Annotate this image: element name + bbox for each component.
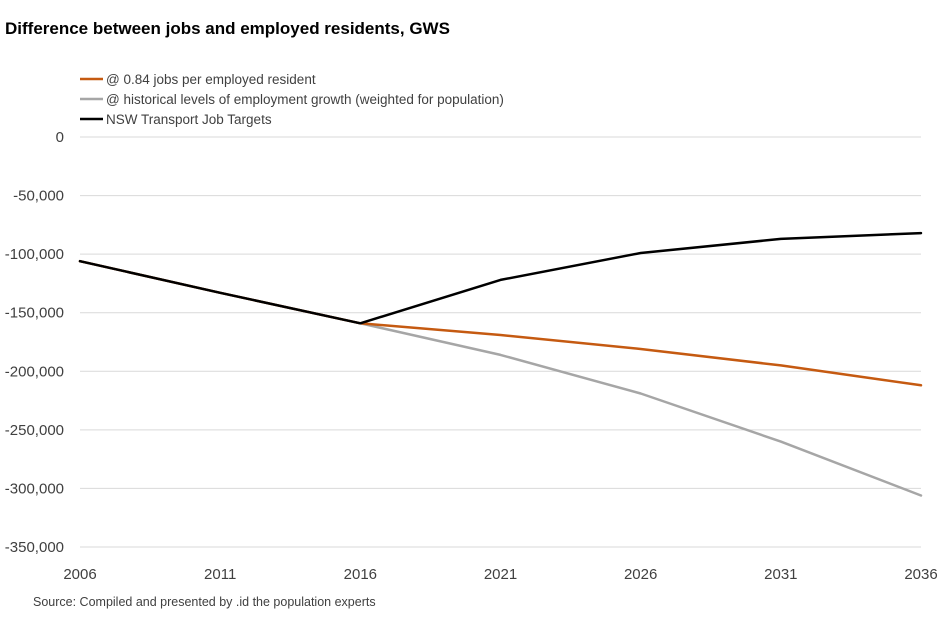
- series-line: [78, 259, 923, 497]
- y-tick-label: 0: [56, 129, 64, 146]
- y-tick-label: -350,000: [5, 539, 64, 556]
- x-tick-label: 2006: [63, 566, 96, 583]
- x-tick-label: 2016: [344, 566, 377, 583]
- x-tick-label: 2026: [624, 566, 657, 583]
- y-tick-label: -200,000: [5, 363, 64, 380]
- y-tick-label: -150,000: [5, 305, 64, 322]
- x-tick-label: 2031: [764, 566, 797, 583]
- legend-entry: @ 0.84 jobs per employed resident: [106, 72, 316, 87]
- legend-entry: @ historical levels of employment growth…: [106, 92, 504, 107]
- y-tick-label: -300,000: [5, 480, 64, 497]
- y-tick-label: -50,000: [13, 188, 64, 205]
- x-tick-label: 2036: [904, 566, 937, 583]
- x-tick-label: 2021: [484, 566, 517, 583]
- x-tick-label: 2011: [204, 566, 236, 583]
- source-note: Source: Compiled and presented by .id th…: [33, 595, 376, 609]
- y-axis-ticks: 0 -50,000 -100,000 -150,000 -200,000 -250,000…: [5, 129, 64, 556]
- series-lines: [78, 231, 923, 497]
- chart-title: Difference between jobs and employed res…: [5, 19, 450, 38]
- legend-entry: NSW Transport Job Targets: [106, 112, 272, 127]
- y-tick-label: -100,000: [5, 246, 64, 263]
- legend: @ 0.84 jobs per employed resident @ histo…: [80, 72, 504, 127]
- gridlines: [80, 136, 921, 548]
- y-tick-label: -250,000: [5, 422, 64, 439]
- series-line: [78, 231, 923, 325]
- x-axis-ticks: 2006 2011 2016 2021 2026 2031 2036: [63, 566, 937, 583]
